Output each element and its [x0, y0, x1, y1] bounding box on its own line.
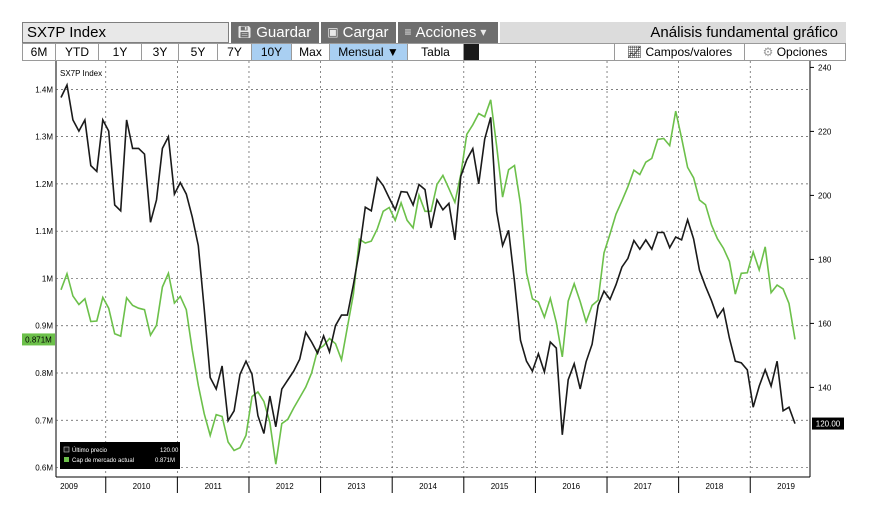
- x-tick-label: 2017: [634, 482, 652, 491]
- legend-label-0: Último precio: [72, 447, 108, 454]
- gear-icon: ⚙: [762, 45, 774, 59]
- current-value-left: 0.871M: [25, 335, 52, 344]
- options-label: Opciones: [776, 45, 828, 59]
- x-tick-label: 2012: [276, 482, 294, 491]
- range-3y[interactable]: 3Y: [141, 43, 178, 61]
- legend-swatch-green: [64, 457, 69, 462]
- range-max[interactable]: Max: [291, 43, 329, 61]
- color-swatch[interactable]: [463, 43, 479, 61]
- range-1y[interactable]: 1Y: [98, 43, 141, 61]
- chart-background: [22, 61, 846, 493]
- range-10y[interactable]: 10Y: [251, 43, 291, 61]
- x-tick-label: 2010: [133, 482, 151, 491]
- range-bar: 6M YTD 1Y 3Y 5Y 7Y 10Y Max Mensual ▼ Tab…: [22, 43, 846, 61]
- range-ytd[interactable]: YTD: [55, 43, 98, 61]
- x-tick-label: 2009: [60, 482, 78, 491]
- x-tick-label: 2016: [562, 482, 580, 491]
- chart-icon: 📈︎: [626, 45, 643, 59]
- current-value-tag-right: [812, 417, 844, 430]
- current-value-right: 120.00: [816, 420, 841, 429]
- y-axis-left: 0.6M 0.7M 0.8M 0.9M 1M 1.1M 1.2M 1.3M 1.4M: [35, 85, 53, 472]
- chart-title: SX7P Index: [60, 69, 102, 78]
- y-left-tick-label: 1.3M: [35, 133, 53, 142]
- range-6m[interactable]: 6M: [22, 43, 55, 61]
- y-left-tick-label: 1.2M: [35, 180, 53, 189]
- y-left-tick-label: 1.1M: [35, 227, 53, 236]
- y-left-tick-label: 1M: [42, 274, 53, 283]
- load-label: Cargar: [342, 24, 389, 41]
- grid: [56, 61, 810, 477]
- range-7y[interactable]: 7Y: [217, 43, 251, 61]
- toolbar-spacer: [479, 43, 614, 61]
- actions-label: Acciones: [415, 24, 477, 41]
- legend-swatch-black: [63, 446, 70, 453]
- legend-box: [60, 442, 180, 469]
- period-dropdown[interactable]: Mensual ▼: [329, 43, 407, 61]
- legend-value-0: 120.00: [160, 448, 179, 454]
- y-left-tick-label: 0.6M: [35, 464, 53, 473]
- y-right-tick-label: 140: [818, 383, 832, 392]
- x-tick-label: 2011: [205, 482, 223, 491]
- series-line-last-price: [60, 82, 796, 435]
- fields-label: Campos/valores: [645, 45, 733, 59]
- table-button[interactable]: Tabla: [407, 43, 463, 61]
- current-value-tag-left: [22, 333, 55, 346]
- save-label: Guardar: [256, 24, 312, 41]
- y-right-tick-label: 240: [818, 63, 832, 72]
- x-tick-label: 2013: [347, 482, 365, 491]
- actions-icon: ≡: [404, 25, 412, 39]
- load-button[interactable]: ▣ Cargar: [319, 22, 397, 43]
- y-right-tick-label: 180: [818, 255, 832, 264]
- x-tick-label: 2015: [491, 482, 509, 491]
- toolbar: SX7P Index 💾︎ Guardar ▣ Cargar ≡ Accione…: [22, 22, 846, 43]
- folder-icon: ▣: [327, 25, 339, 39]
- legend: Último precio 120.00 Cap de mercado actu…: [60, 442, 180, 469]
- options-button[interactable]: ⚙ Opciones: [744, 43, 846, 61]
- y-right-tick-label: 200: [818, 191, 832, 200]
- legend-value-1: 0.871M: [155, 458, 175, 464]
- chart-area: 2009 2010 2011 2012 2013 2014 2015 2016 2017 2018…: [22, 61, 846, 493]
- actions-button[interactable]: ≡ Acciones ▾: [396, 22, 499, 43]
- ticker-field[interactable]: SX7P Index: [22, 22, 229, 43]
- y-axis-right: 140 160 180 200 220 240: [810, 63, 832, 392]
- x-tick-label: 2018: [706, 482, 724, 491]
- x-tick-label: 2014: [419, 482, 437, 491]
- save-button[interactable]: 💾︎ Guardar: [229, 22, 320, 43]
- window-title: Análisis fundamental gráfico: [498, 22, 846, 43]
- y-left-tick-label: 1.4M: [35, 85, 53, 94]
- range-5y[interactable]: 5Y: [178, 43, 217, 61]
- y-right-tick-label: 220: [818, 127, 832, 136]
- x-tick-label: 2019: [777, 482, 795, 491]
- fields-button[interactable]: 📈︎ Campos/valores: [614, 43, 744, 61]
- chevron-down-icon: ▾: [480, 25, 487, 39]
- x-axis-ticks: 2009 2010 2011 2012 2013 2014 2015 2016 2017 2018…: [60, 477, 795, 493]
- y-right-tick-label: 160: [818, 319, 832, 328]
- y-left-tick-label: 0.7M: [35, 416, 53, 425]
- y-left-tick-label: 0.9M: [35, 322, 53, 331]
- y-left-tick-label: 0.8M: [35, 369, 53, 378]
- legend-label-1: Cap de mercado actual: [72, 458, 134, 464]
- save-icon: 💾︎: [237, 25, 253, 39]
- last-value-tags: 0.871M 120.00: [22, 333, 844, 430]
